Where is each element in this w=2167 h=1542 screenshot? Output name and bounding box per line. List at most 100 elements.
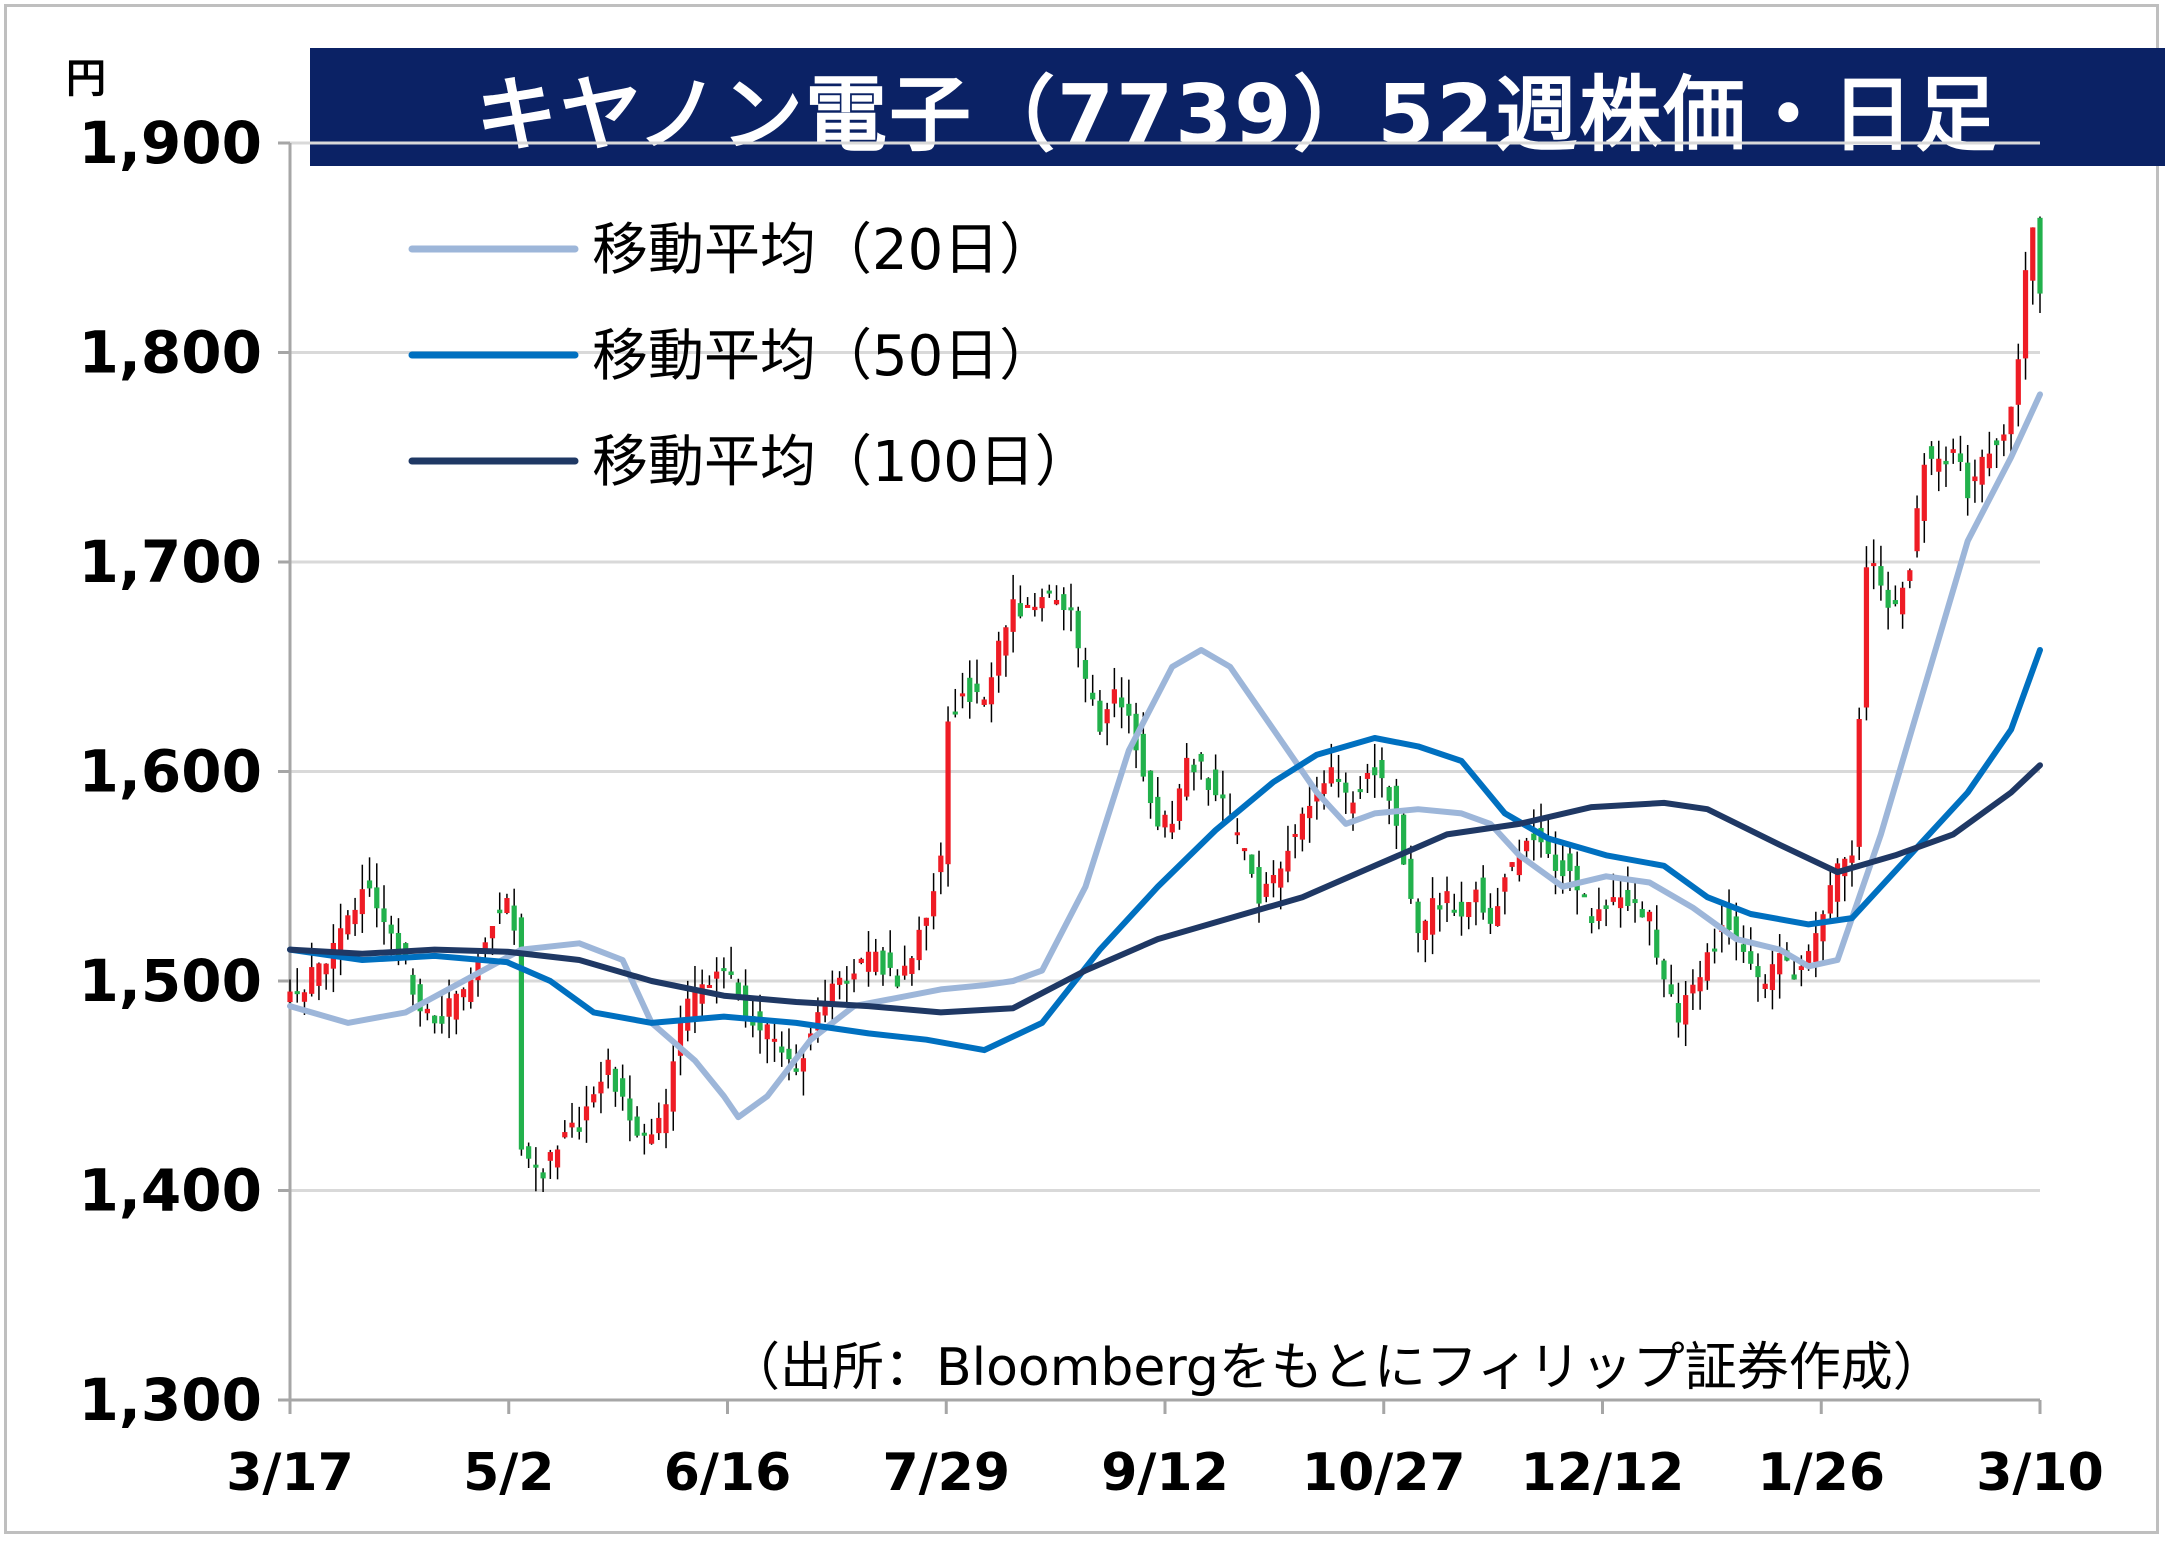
- candle: [1075, 606, 1081, 668]
- candle-body-up: [685, 998, 691, 1031]
- candle: [1025, 597, 1031, 608]
- x-tick-label: 3/17: [226, 1443, 354, 1503]
- candle: [909, 956, 915, 986]
- candle: [1863, 546, 1870, 721]
- candle: [540, 1168, 546, 1193]
- source-note: （出所：Bloombergをもとにフィリップ証券作成）: [728, 1338, 1945, 1398]
- candle-body-up: [1422, 920, 1428, 941]
- candle-body-up: [923, 917, 929, 926]
- candle: [1386, 785, 1392, 825]
- candle-body-up: [1053, 599, 1060, 605]
- candle-body-down: [952, 711, 958, 715]
- candle: [1495, 887, 1501, 927]
- candle: [1104, 702, 1110, 746]
- candle-body-down: [1372, 767, 1378, 776]
- candle-body-down: [518, 917, 525, 1150]
- candle: [1603, 899, 1609, 927]
- candle: [894, 969, 901, 989]
- candle: [316, 962, 322, 1001]
- candle: [677, 1005, 684, 1076]
- candle-body-up: [554, 1149, 561, 1168]
- candle-body-down: [381, 908, 387, 923]
- candle-body-up: [945, 721, 951, 865]
- candle-body-up: [287, 991, 293, 1003]
- candle: [923, 917, 929, 951]
- candle-body-down: [1343, 782, 1349, 793]
- candle: [526, 1142, 532, 1168]
- candle: [706, 975, 713, 988]
- candle: [432, 1015, 438, 1034]
- candle-body-up: [988, 677, 995, 705]
- candle: [699, 969, 705, 1022]
- candle: [1241, 848, 1248, 861]
- candle-body-down: [1451, 909, 1457, 913]
- candle: [1184, 743, 1190, 801]
- candle-body-down: [1140, 733, 1146, 777]
- candle: [902, 945, 908, 980]
- candle-body-down: [497, 909, 503, 914]
- y-axis-unit: 円: [66, 56, 106, 102]
- candle: [1285, 825, 1291, 883]
- candle: [1914, 495, 1920, 558]
- candle-body-up: [591, 1094, 597, 1103]
- candle: [721, 957, 727, 989]
- candle-body-down: [1408, 858, 1414, 899]
- candle-body-up: [583, 1106, 590, 1121]
- candle-body-up: [1299, 813, 1305, 840]
- candle-body-up: [1914, 508, 1920, 552]
- candle-body-up: [1972, 476, 1978, 482]
- candle-body-down: [1415, 901, 1421, 934]
- candle: [1010, 574, 1016, 653]
- candle: [1429, 877, 1436, 955]
- candle: [1646, 909, 1653, 946]
- candle: [1408, 845, 1414, 904]
- candle-body-down: [1068, 607, 1074, 611]
- candle-body-down: [844, 980, 850, 984]
- candle: [1979, 449, 1985, 503]
- candle-body-down: [374, 887, 380, 909]
- candle: [1415, 898, 1421, 953]
- y-tick-label: 1,500: [79, 947, 262, 1015]
- candle-body-down: [1589, 916, 1595, 924]
- candle: [345, 910, 351, 940]
- candle: [1777, 934, 1783, 999]
- candle-body-down: [627, 1098, 633, 1121]
- candle-body-up: [1509, 862, 1515, 867]
- candle-body-down: [395, 932, 402, 960]
- candle: [1690, 969, 1696, 1010]
- candle: [1740, 925, 1747, 963]
- candle: [1950, 438, 1956, 464]
- candle: [1994, 438, 2000, 468]
- candle-body-up: [1704, 952, 1710, 981]
- candle-body-down: [1748, 951, 1754, 964]
- ma-line-0: [287, 391, 2043, 1121]
- candle: [1292, 824, 1298, 859]
- candle-body-up: [1473, 889, 1479, 903]
- candle: [1155, 777, 1161, 831]
- candle-body-down: [410, 974, 416, 995]
- candle: [1480, 865, 1486, 920]
- candle: [1986, 431, 1992, 477]
- candle: [1191, 758, 1197, 791]
- candle-body-up: [1646, 911, 1653, 922]
- candle-body-down: [1531, 833, 1537, 841]
- candle-body-up: [800, 1058, 807, 1072]
- candle: [439, 992, 445, 1034]
- candle-body-up: [1234, 832, 1240, 836]
- candle-body-up: [468, 979, 474, 1002]
- candle-body-down: [1885, 589, 1891, 608]
- candle: [974, 659, 980, 704]
- candle-body-up: [1979, 456, 1985, 485]
- candle-body-up: [1039, 597, 1045, 609]
- candle: [287, 979, 293, 1004]
- candle-body-up: [1856, 719, 1862, 847]
- candle-body-down: [1256, 867, 1262, 904]
- candle: [988, 662, 995, 723]
- candle: [2022, 251, 2029, 380]
- candle: [1661, 958, 1667, 998]
- candle: [1748, 927, 1754, 970]
- candle-body-up: [605, 1059, 611, 1075]
- candle-body-up: [1111, 689, 1117, 704]
- candle-body-up: [1032, 606, 1038, 611]
- candle: [1437, 892, 1443, 932]
